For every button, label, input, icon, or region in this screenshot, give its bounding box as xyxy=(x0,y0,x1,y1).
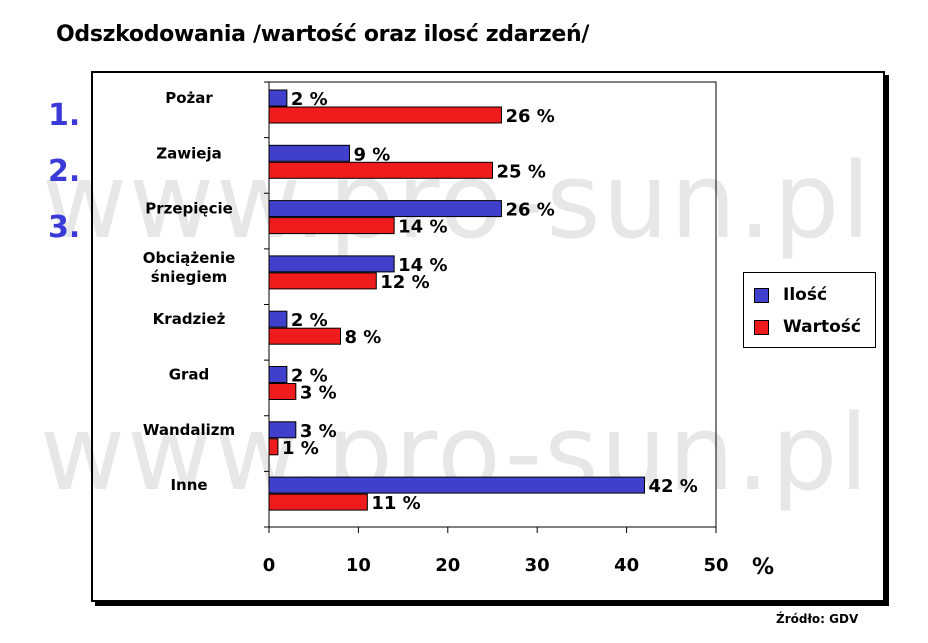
source-note: Źródło: GDV xyxy=(776,612,859,626)
bar-ilosc-2 xyxy=(268,200,502,218)
data-label-ilosc-6: 3 % xyxy=(300,421,337,442)
bar-wartosc-6 xyxy=(268,438,279,456)
bar-ilosc-6 xyxy=(268,421,297,439)
bar-wartosc-3 xyxy=(268,272,377,290)
category-label-1: Zawieja xyxy=(156,144,221,162)
legend-swatch-wartosc xyxy=(754,319,769,335)
data-label-wartosc-4: 8 % xyxy=(345,327,382,348)
data-label-wartosc-6: 1 % xyxy=(282,438,319,459)
rank-1: 1. xyxy=(48,98,81,133)
x-tick-label-4: 40 xyxy=(614,555,639,576)
category-label-4: Kradzież xyxy=(153,310,226,328)
x-tick-label-1: 10 xyxy=(346,555,371,576)
watermark-bottom: www.pro-sun.pl xyxy=(40,392,871,514)
data-label-wartosc-5: 3 % xyxy=(300,383,337,404)
data-label-ilosc-4: 2 % xyxy=(291,310,328,331)
data-label-wartosc-7: 11 % xyxy=(371,493,420,514)
rank-2: 2. xyxy=(48,154,81,189)
data-label-ilosc-2: 26 % xyxy=(505,200,554,221)
bar-ilosc-0 xyxy=(268,89,288,107)
bar-ilosc-1 xyxy=(268,144,350,162)
data-label-ilosc-0: 2 % xyxy=(291,89,328,110)
bar-wartosc-7 xyxy=(268,493,368,511)
legend-item-wartosc: Wartość xyxy=(754,317,861,337)
bar-wartosc-4 xyxy=(268,327,342,345)
x-axis-unit: % xyxy=(752,555,774,580)
data-label-wartosc-0: 26 % xyxy=(505,106,554,127)
category-label-0: Pożar xyxy=(165,89,213,107)
bar-ilosc-5 xyxy=(268,366,288,383)
category-label-5: Grad xyxy=(169,366,210,384)
bar-ilosc-4 xyxy=(268,310,288,328)
data-label-ilosc-3: 14 % xyxy=(398,255,447,276)
x-tick-label-3: 30 xyxy=(525,555,550,576)
x-tick-label-5: 50 xyxy=(703,555,728,576)
bar-wartosc-0 xyxy=(268,106,502,124)
legend-label-wartosc: Wartość xyxy=(783,317,862,337)
bar-wartosc-5 xyxy=(268,383,297,400)
x-tick-label-2: 20 xyxy=(435,555,460,576)
x-tick-label-0: 0 xyxy=(263,555,276,576)
data-label-wartosc-1: 25 % xyxy=(497,161,546,182)
legend: Ilość Wartość xyxy=(743,272,876,348)
chart-title: Odszkodowania /wartość oraz ilosć zdarze… xyxy=(56,22,590,47)
legend-swatch-ilosc xyxy=(754,287,769,303)
rank-3: 3. xyxy=(48,210,81,245)
data-label-ilosc-5: 2 % xyxy=(291,366,328,387)
bar-ilosc-3 xyxy=(268,255,395,273)
category-label-2: Przepięcie xyxy=(145,200,233,218)
category-label-7: Inne xyxy=(170,476,207,494)
data-label-ilosc-1: 9 % xyxy=(353,144,390,165)
bar-ilosc-7 xyxy=(268,476,645,494)
legend-label-ilosc: Ilość xyxy=(783,285,828,305)
category-label-6: Wandalizm xyxy=(143,421,235,439)
data-label-wartosc-2: 14 % xyxy=(398,217,447,238)
bar-wartosc-2 xyxy=(268,217,395,235)
bar-wartosc-1 xyxy=(268,161,493,179)
data-label-ilosc-7: 42 % xyxy=(648,476,697,497)
chart-frame xyxy=(91,71,885,602)
data-label-wartosc-3: 12 % xyxy=(380,272,429,293)
category-label-3: Obciążenie śniegiem xyxy=(143,249,236,286)
legend-item-ilosc: Ilość xyxy=(754,285,827,305)
